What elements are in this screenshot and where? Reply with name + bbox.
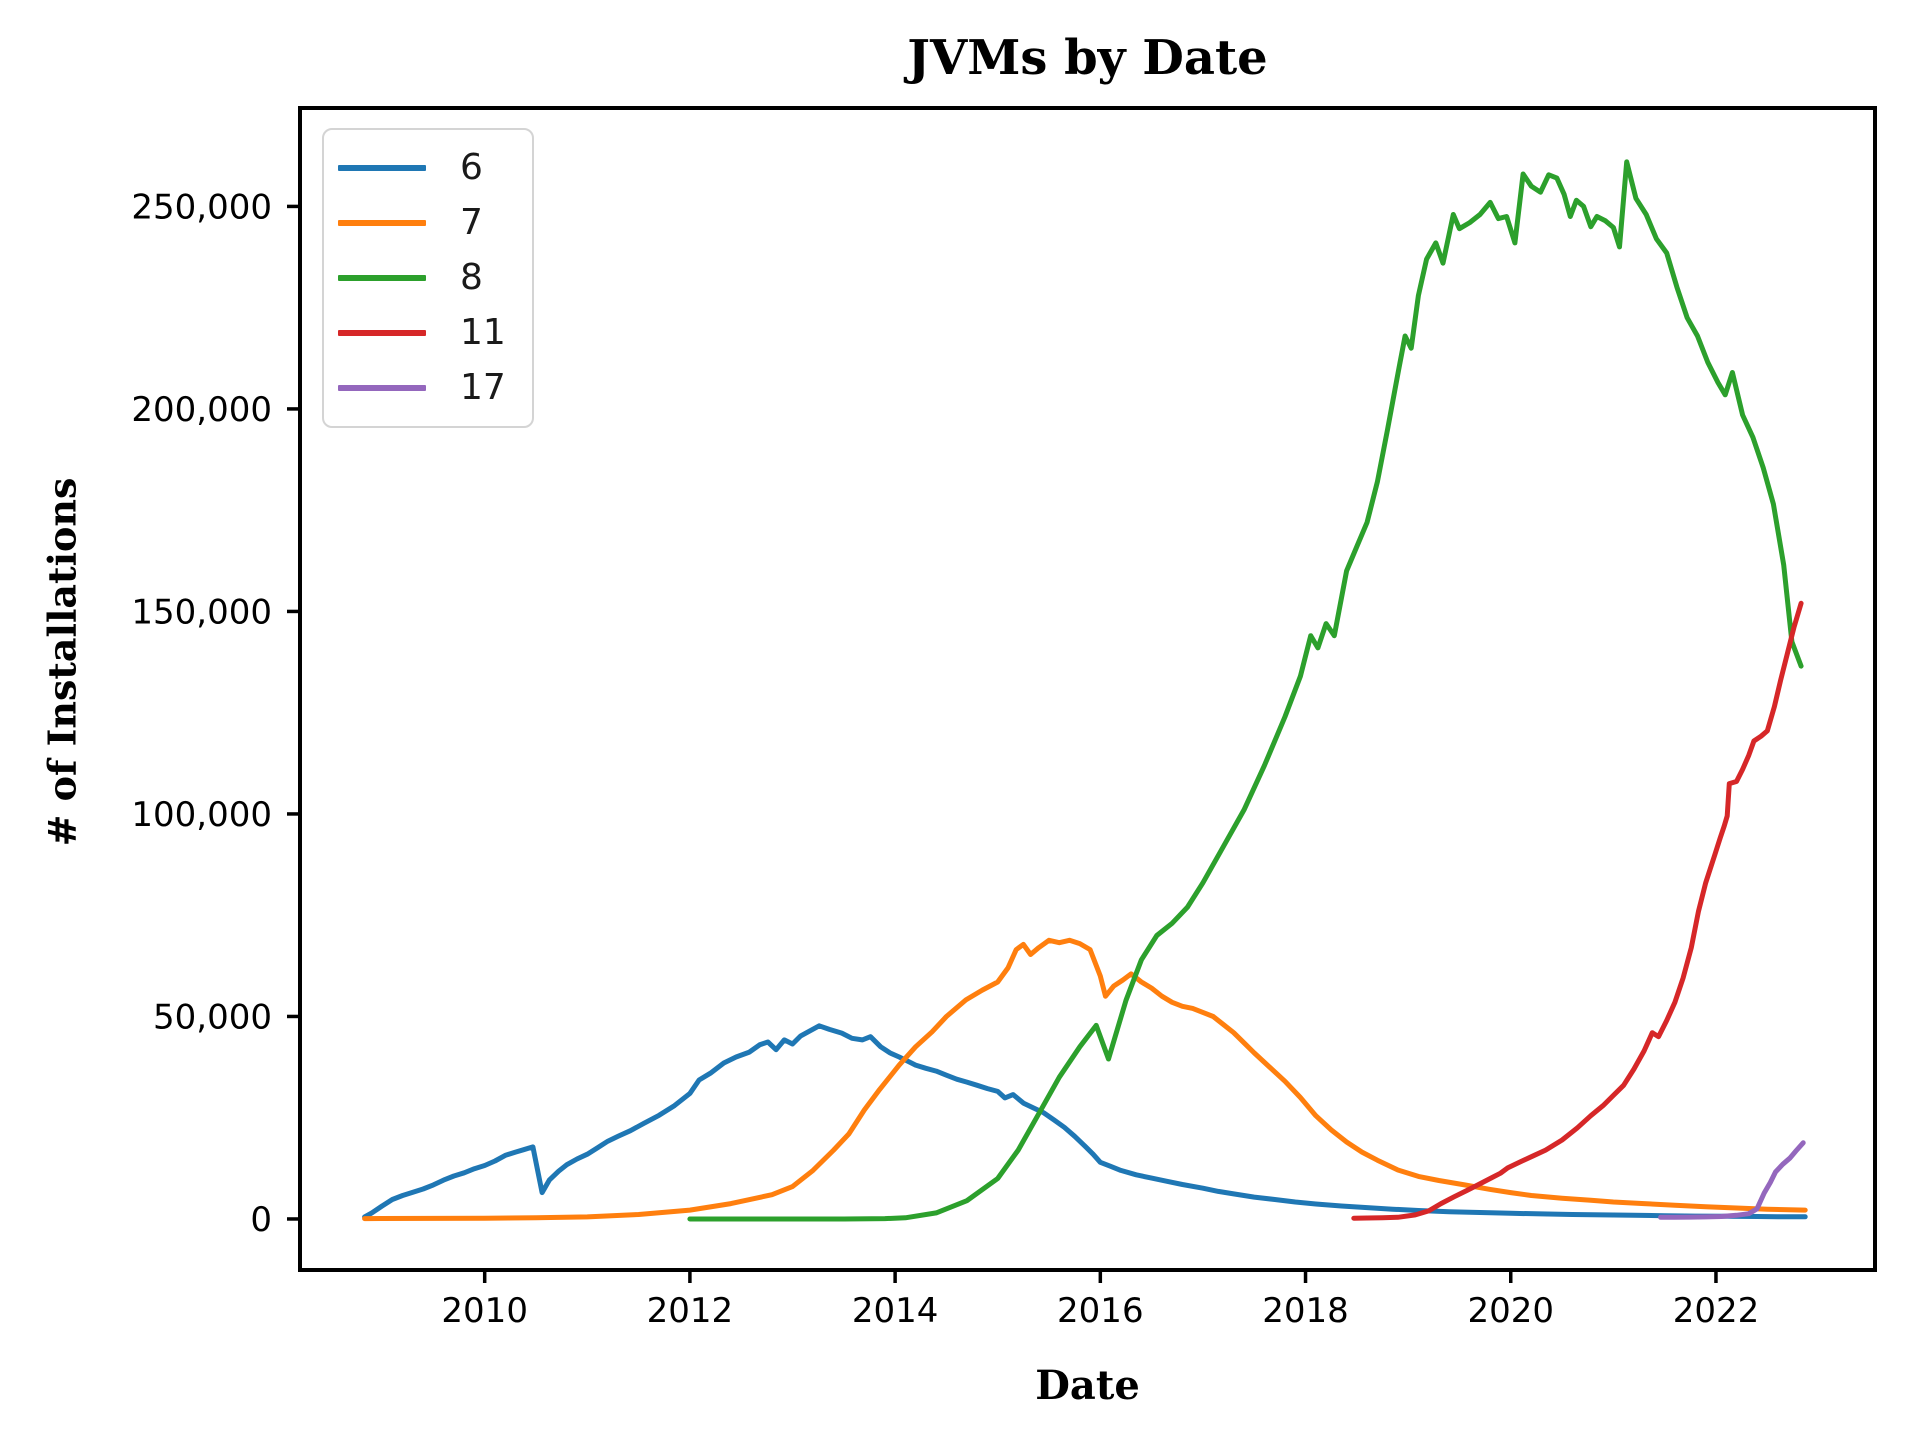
- legend-swatch-11: [338, 330, 426, 337]
- legend-item-7: 7: [338, 195, 506, 250]
- legend-label-11: 11: [460, 312, 506, 354]
- x-tick-label: 2012: [647, 1291, 734, 1331]
- series-line-17: [1658, 1140, 1806, 1220]
- series-line-6: [362, 1023, 1808, 1220]
- y-tick-label: 100,000: [131, 795, 272, 835]
- legend: 6 7 8 11 17: [322, 128, 534, 428]
- x-axis-label: Date: [1035, 1362, 1140, 1409]
- legend-item-8: 8: [338, 250, 506, 305]
- series-line-7: [362, 937, 1808, 1222]
- legend-swatch-7: [338, 219, 426, 226]
- legend-label-17: 17: [460, 367, 506, 409]
- y-tick-label: 50,000: [153, 997, 272, 1037]
- x-tick-label: 2020: [1467, 1291, 1554, 1331]
- legend-item-11: 11: [338, 306, 506, 361]
- axis-tick-labels: 0 50,000 100,000 150,000 200,000 250,000 2010 2…: [131, 187, 1759, 1331]
- series-line-8: [687, 159, 1804, 1222]
- axis-ticks: [287, 204, 1718, 1283]
- legend-swatch-8: [338, 275, 426, 281]
- x-tick-label: 2014: [852, 1291, 939, 1331]
- x-tick-label: 2022: [1673, 1291, 1760, 1331]
- plot-border: [298, 106, 1877, 1272]
- y-tick-label: 0: [250, 1200, 272, 1240]
- x-tick-label: 2016: [1057, 1291, 1144, 1331]
- legend-swatch-17: [338, 385, 426, 392]
- series-line-11: [1351, 600, 1804, 1221]
- legend-item-17: 17: [338, 361, 506, 416]
- legend-label-6: 6: [460, 146, 483, 188]
- chart-title: JVMs by Date: [907, 30, 1268, 86]
- x-tick-label: 2010: [441, 1291, 528, 1331]
- y-tick-label: 200,000: [131, 390, 272, 430]
- legend-label-7: 7: [460, 201, 483, 243]
- x-tick-label: 2018: [1262, 1291, 1349, 1331]
- legend-label-8: 8: [460, 257, 483, 298]
- legend-item-6: 6: [338, 140, 506, 195]
- y-tick-label: 250,000: [131, 187, 272, 227]
- legend-swatch-6: [338, 164, 426, 171]
- series-lines: [362, 159, 1808, 1222]
- y-tick-label: 150,000: [131, 592, 272, 632]
